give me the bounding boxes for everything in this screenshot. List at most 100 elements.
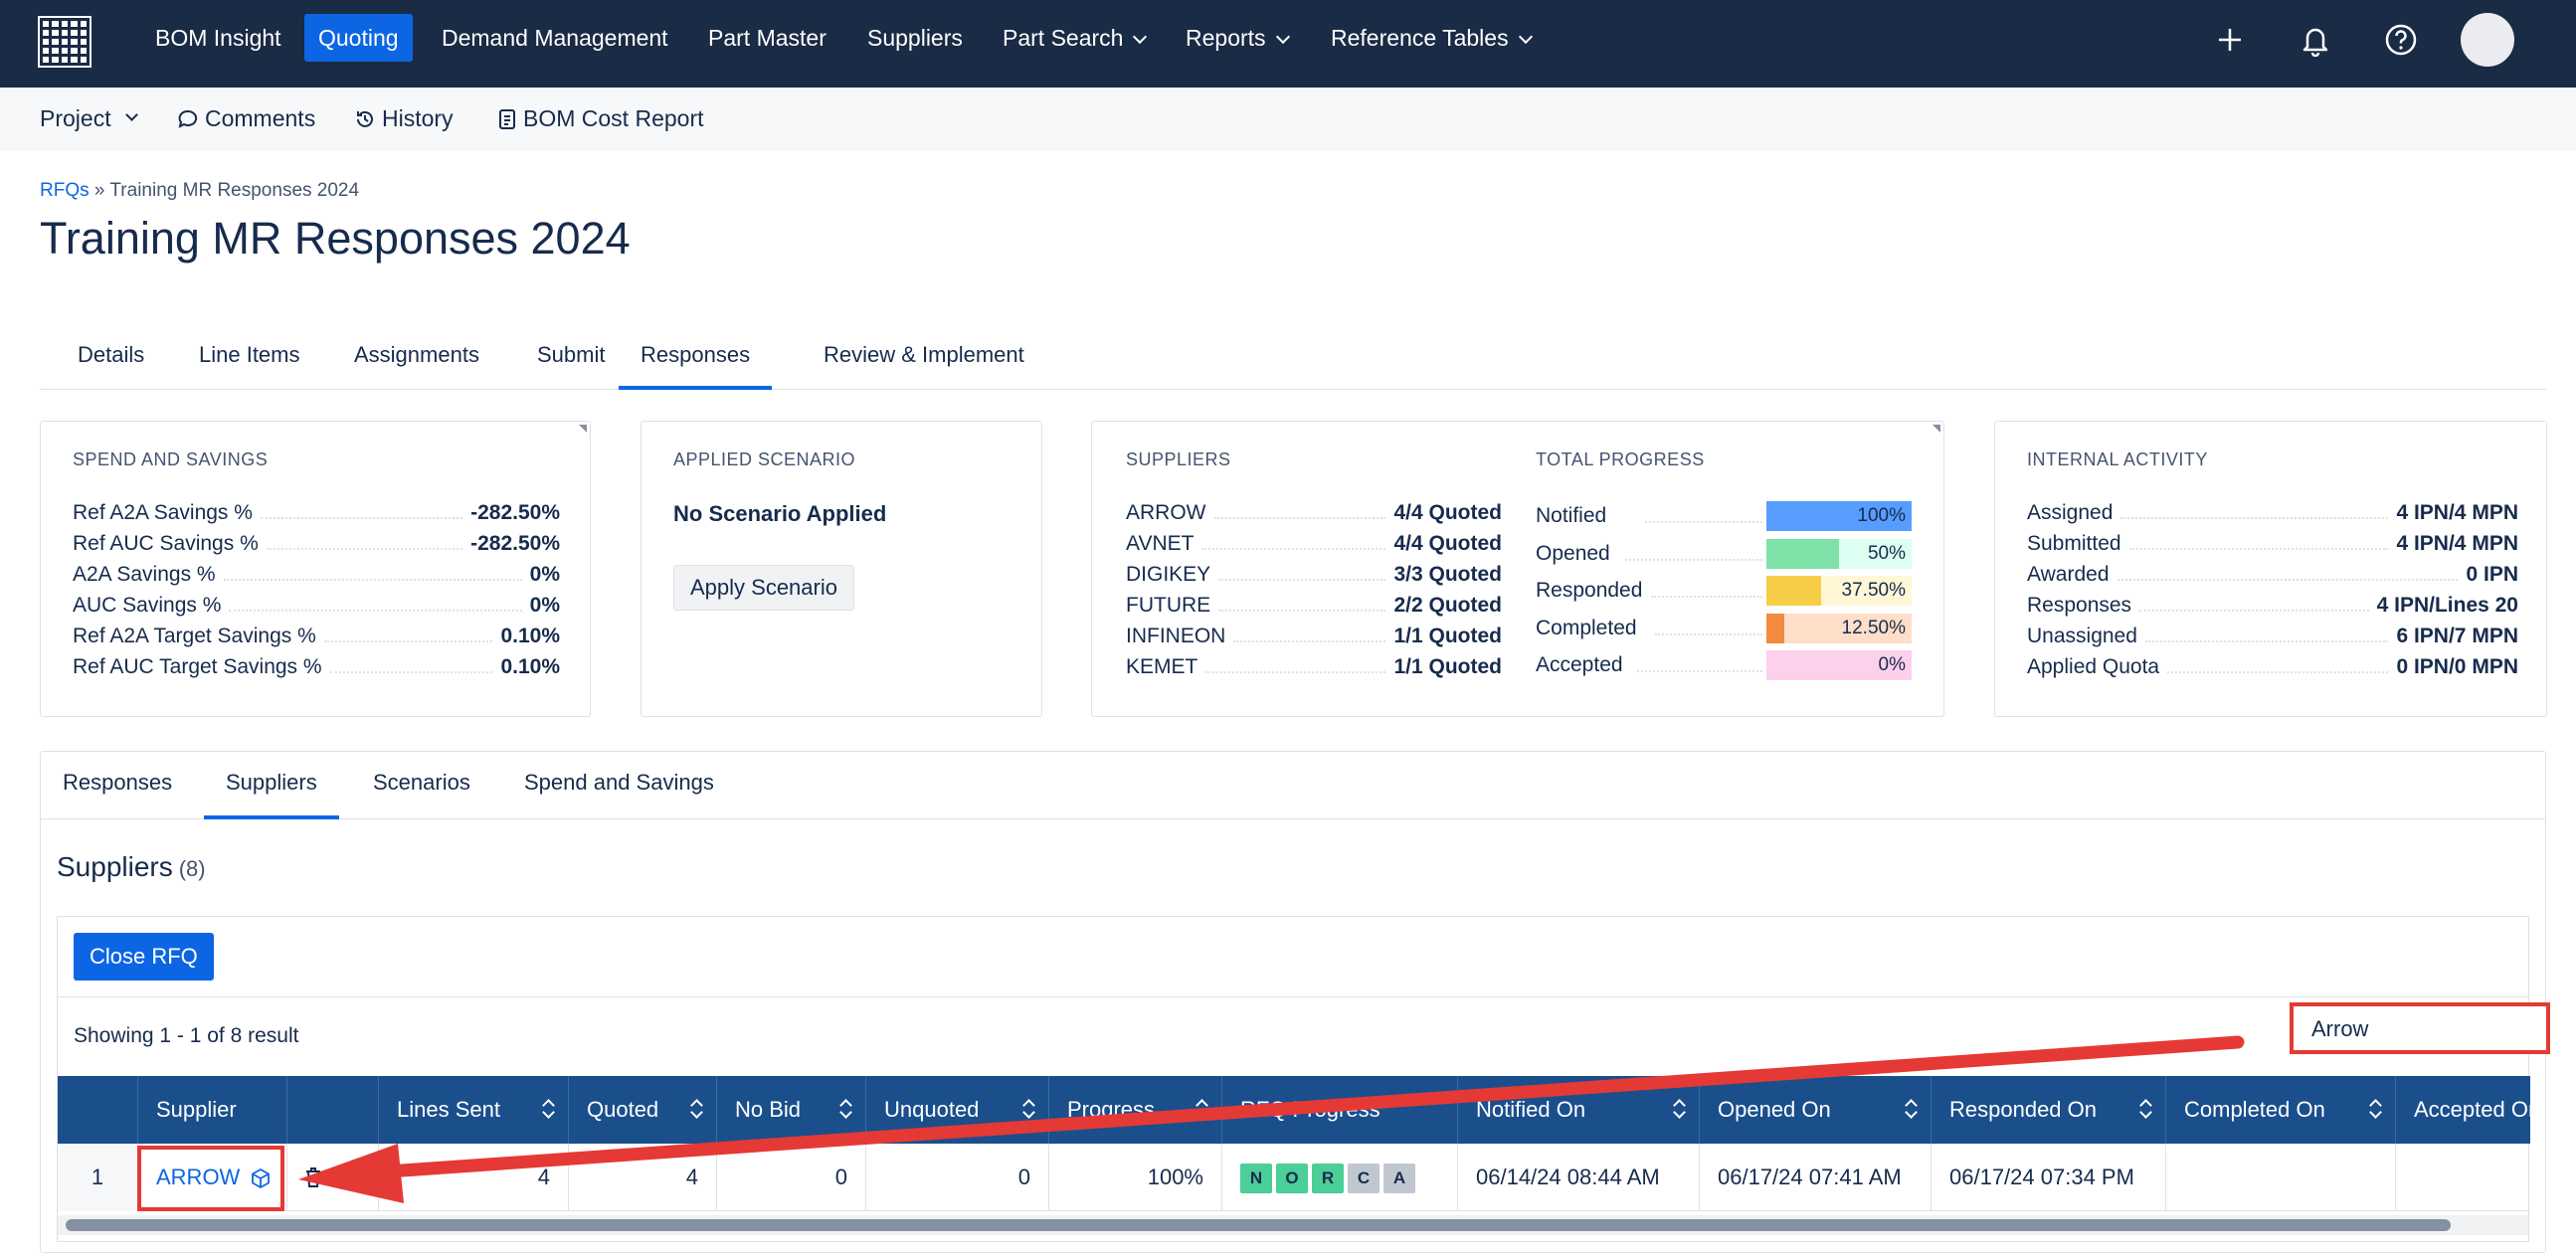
breadcrumb-current: Training MR Responses 2024 (109, 180, 360, 201)
nav-quoting[interactable]: Quoting (304, 14, 413, 62)
kv-label: Ref AUC Target Savings % (73, 655, 322, 678)
nav-reports[interactable]: Reports (1172, 14, 1302, 62)
nav-bom-insight[interactable]: BOM Insight (155, 25, 281, 51)
sort-icon[interactable] (841, 1100, 851, 1118)
sort-icon[interactable] (692, 1100, 702, 1118)
cube-icon[interactable] (250, 1167, 272, 1189)
tab-details[interactable]: Details (78, 342, 145, 367)
kv-row: Unassigned 6 IPN/7 MPN (2027, 623, 2518, 648)
th-actions (287, 1076, 379, 1144)
tab-review-implement[interactable]: Review & Implement (824, 342, 1024, 367)
kv-row: Submitted 4 IPN/4 MPN (2027, 530, 2518, 556)
progress-value: 37.50% (1841, 580, 1906, 601)
project-menu[interactable]: Project (40, 105, 138, 132)
help-icon[interactable] (2381, 20, 2421, 60)
tab-line-items[interactable]: Line Items (199, 342, 300, 367)
horizontal-scrollbar[interactable] (66, 1219, 2451, 1231)
card-corner-icon (1932, 425, 1940, 433)
th-progress[interactable]: Progress (1049, 1076, 1222, 1144)
nav-reference-tables[interactable]: Reference Tables (1317, 14, 1545, 62)
sort-icon[interactable] (2371, 1100, 2381, 1118)
rfq-tabs: Details Line Items Assignments Submit Re… (40, 328, 2546, 390)
apply-scenario-button[interactable]: Apply Scenario (673, 565, 854, 611)
cell-accepted-on (2396, 1144, 2530, 1211)
app-grid-logo-icon[interactable] (38, 16, 92, 68)
comments-link[interactable]: Comments (177, 105, 315, 132)
panel-tab-scenarios[interactable]: Scenarios (373, 770, 470, 795)
th-completed-on[interactable]: Completed On (2166, 1076, 2396, 1144)
cell-completed-on (2166, 1144, 2396, 1211)
th-opened-on-label: Opened On (1718, 1097, 1831, 1122)
sort-icon[interactable] (2141, 1100, 2151, 1118)
panel-tab-spend-savings[interactable]: Spend and Savings (524, 770, 714, 795)
kv-row: A2A Savings % 0% (73, 561, 560, 587)
progress-row: Accepted 0% (1536, 650, 1912, 680)
th-accepted-on[interactable]: Accepted On (2396, 1076, 2530, 1144)
th-unquoted[interactable]: Unquoted (866, 1076, 1049, 1144)
supplier-name: FUTURE (1126, 594, 1211, 617)
supplier-row: FUTURE 2/2 Quoted (1126, 592, 1502, 618)
kv-label: AUC Savings % (73, 594, 222, 617)
avatar[interactable] (2461, 13, 2514, 67)
internal-activity-header: INTERNAL ACTIVITY (2027, 449, 2208, 469)
th-notified-on[interactable]: Notified On (1458, 1076, 1700, 1144)
th-lines-sent[interactable]: Lines Sent (379, 1076, 569, 1144)
kv-value: 0% (529, 563, 560, 586)
nav-part-master[interactable]: Part Master (708, 25, 827, 51)
th-opened-on[interactable]: Opened On (1700, 1076, 1932, 1144)
progress-bar: 0% (1766, 650, 1912, 680)
kv-label: Unassigned (2027, 625, 2137, 647)
tab-assignments[interactable]: Assignments (354, 342, 479, 367)
progress-value: 0% (1878, 654, 1906, 675)
nav-part-search[interactable]: Part Search (989, 14, 1159, 62)
history-icon (357, 110, 373, 127)
th-quoted[interactable]: Quoted (569, 1076, 717, 1144)
cell-progress: 100% (1049, 1144, 1222, 1211)
nav-demand-management[interactable]: Demand Management (442, 25, 668, 51)
kv-label: Ref A2A Savings % (73, 501, 253, 524)
bell-icon[interactable] (2296, 20, 2335, 60)
tab-submit[interactable]: Submit (537, 342, 606, 367)
supplier-name: ARROW (1126, 501, 1206, 524)
bom-cost-report-link[interactable]: BOM Cost Report (497, 105, 704, 132)
kv-value: -282.50% (470, 532, 560, 555)
cell-responded-on: 06/17/24 07:34 PM (1932, 1144, 2166, 1211)
kv-label: Ref A2A Target Savings % (73, 625, 316, 647)
supplier-quoted: 2/2 Quoted (1393, 594, 1502, 617)
tab-responses[interactable]: Responses (619, 342, 773, 390)
sort-icon[interactable] (1024, 1100, 1034, 1118)
th-supplier[interactable]: Supplier (138, 1076, 287, 1144)
panel-tab-suppliers[interactable]: Suppliers (204, 770, 339, 819)
sort-icon[interactable] (1197, 1100, 1207, 1118)
close-rfq-button[interactable]: Close RFQ (74, 933, 214, 981)
spend-savings-card: SPEND AND SAVINGS Ref A2A Savings % -282.… (40, 421, 591, 717)
nav-suppliers[interactable]: Suppliers (867, 25, 963, 51)
supplier-quoted: 4/4 Quoted (1393, 532, 1502, 555)
kv-value: 4 IPN/Lines 20 (2376, 594, 2518, 617)
trash-icon[interactable] (303, 1165, 323, 1189)
breadcrumb-rfqs-link[interactable]: RFQs (40, 180, 90, 201)
total-progress-header: TOTAL PROGRESS (1536, 449, 1705, 469)
kv-label: Responses (2027, 594, 2132, 617)
sort-icon[interactable] (1675, 1100, 1685, 1118)
plus-icon[interactable] (2210, 20, 2250, 60)
sort-icon[interactable] (1907, 1100, 1917, 1118)
cell-quoted: 4 (569, 1144, 717, 1211)
comment-icon (178, 109, 198, 128)
supplier-link[interactable]: ARROW (138, 1144, 287, 1211)
sort-icon[interactable] (544, 1100, 554, 1118)
th-no-bid[interactable]: No Bid (717, 1076, 866, 1144)
supplier-search-input[interactable] (2311, 1016, 2528, 1042)
th-responded-on[interactable]: Responded On (1932, 1076, 2166, 1144)
supplier-quoted: 1/1 Quoted (1393, 655, 1502, 678)
kv-value: 0.10% (500, 625, 560, 647)
progress-value: 12.50% (1841, 618, 1906, 638)
table-header: Supplier Lines Sent Quoted No Bid Unquot… (58, 1076, 2530, 1144)
panel-tab-responses[interactable]: Responses (63, 770, 173, 795)
history-link[interactable]: History (354, 105, 454, 132)
suppliers-table: Supplier Lines Sent Quoted No Bid Unquot… (58, 1076, 2530, 1211)
row-actions (287, 1144, 379, 1211)
suppliers-title-text: Suppliers (57, 851, 173, 882)
kv-value: 4 IPN/4 MPN (2396, 532, 2518, 555)
